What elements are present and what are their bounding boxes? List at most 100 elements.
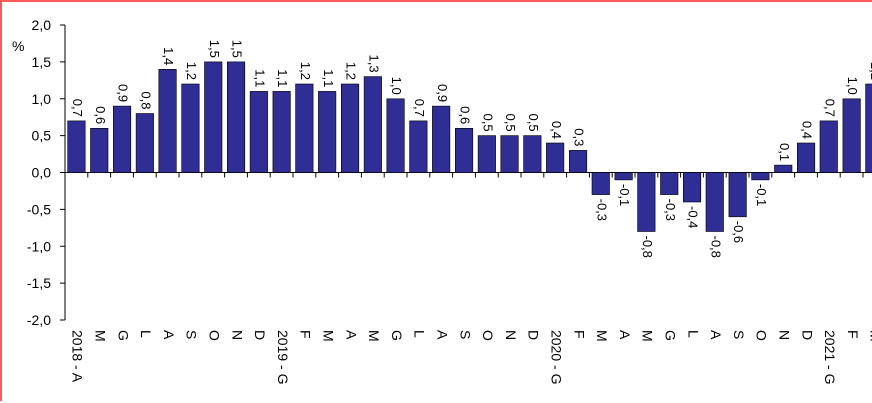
- data-label: 0,9: [116, 84, 131, 102]
- bar: [591, 172, 610, 195]
- x-tick-label: G: [115, 330, 131, 341]
- bar: [340, 83, 360, 173]
- y-tick-label: 0,5: [32, 128, 52, 144]
- data-label: 0,5: [480, 114, 495, 132]
- x-tick-label: M: [92, 330, 108, 342]
- bar: [546, 142, 565, 173]
- y-axis-unit-label: %: [12, 38, 24, 54]
- bar: [454, 128, 474, 173]
- x-tick-label: A: [343, 330, 359, 340]
- x-tick-label: 2018 - A: [70, 330, 86, 383]
- data-label: -0,3: [663, 199, 678, 221]
- data-label: 0,5: [526, 114, 541, 132]
- x-tick-label: A: [617, 330, 633, 340]
- bar: [728, 172, 747, 218]
- y-tick-label: -0,5: [27, 201, 51, 217]
- data-label: 0,4: [549, 121, 564, 139]
- data-label: -0,1: [754, 184, 769, 206]
- bar: [819, 120, 838, 173]
- x-tick-label: M: [594, 330, 610, 342]
- data-label: 1,1: [275, 69, 290, 87]
- bar: [865, 83, 872, 173]
- y-tick-label: 1,0: [32, 91, 52, 107]
- bar: [318, 91, 337, 173]
- data-label: 1,1: [252, 69, 267, 87]
- x-tick-label: N: [229, 330, 245, 340]
- data-label: 0,1: [777, 143, 792, 161]
- x-tick-label: O: [754, 330, 770, 341]
- data-label: 1,2: [344, 62, 359, 80]
- bar: [637, 172, 656, 232]
- x-tick-label: A: [708, 330, 724, 340]
- data-label: -0,3: [594, 199, 609, 221]
- y-tick-label: 2,0: [32, 17, 52, 33]
- bar: [363, 76, 382, 173]
- x-tick-label: 2021 - G: [822, 330, 838, 384]
- x-tick-label: F: [845, 330, 861, 339]
- x-tick-label: S: [457, 330, 473, 339]
- bar: [272, 91, 291, 173]
- bar: [204, 61, 223, 173]
- x-tick-label: F: [571, 330, 587, 339]
- data-label: 0,6: [93, 106, 108, 124]
- data-label: 0,5: [503, 114, 518, 132]
- x-tick-label: D: [799, 330, 815, 340]
- bar: [705, 172, 724, 232]
- data-label: 1,0: [389, 77, 404, 95]
- x-tick-label: M: [868, 330, 872, 342]
- bar: [432, 105, 451, 173]
- x-tick-label: A: [161, 330, 177, 340]
- bar: [568, 150, 588, 173]
- bar: [500, 135, 519, 173]
- x-tick-label: N: [776, 330, 792, 340]
- x-tick-label: M: [366, 330, 382, 342]
- data-label: -0,8: [708, 236, 723, 258]
- data-label: 1,5: [230, 40, 245, 58]
- bar: [660, 172, 679, 195]
- x-tick-label: M: [640, 330, 656, 342]
- data-label: 1,2: [868, 62, 872, 80]
- data-label: 1,3: [366, 55, 381, 73]
- x-tick-label: O: [206, 330, 222, 341]
- bar: [113, 105, 132, 173]
- bar: [842, 98, 861, 173]
- data-label: -0,6: [731, 221, 746, 243]
- bar: [523, 135, 542, 173]
- bar: [751, 172, 770, 181]
- y-tick-label: 0,0: [32, 165, 52, 181]
- x-tick-label: O: [480, 330, 496, 341]
- bar: [249, 91, 268, 173]
- bar: [477, 135, 496, 173]
- bar: [682, 172, 702, 203]
- data-label: 0,4: [800, 121, 815, 139]
- x-tick-label: S: [184, 330, 200, 339]
- data-label: 0,7: [70, 99, 85, 117]
- data-label: -0,4: [686, 206, 701, 228]
- y-tick-label: -1,5: [27, 275, 51, 291]
- bar: [67, 120, 86, 173]
- x-tick-label: G: [389, 330, 405, 341]
- data-label: -0,8: [640, 236, 655, 258]
- x-tick-label: L: [412, 330, 428, 338]
- data-label: 1,5: [207, 40, 222, 58]
- data-label: 1,0: [845, 77, 860, 95]
- x-tick-label: F: [298, 330, 314, 339]
- bar: [409, 120, 428, 173]
- x-tick-label: 2019 - G: [275, 330, 291, 384]
- x-tick-label: N: [503, 330, 519, 340]
- bar: [295, 83, 314, 173]
- x-tick-label: D: [526, 330, 542, 340]
- bar: [135, 113, 154, 173]
- data-label: 1,1: [321, 69, 336, 87]
- bar: [614, 172, 633, 181]
- x-tick-label: A: [434, 330, 450, 340]
- bar: [774, 164, 793, 173]
- y-tick-label: -2,0: [27, 312, 51, 328]
- data-label: 0,7: [412, 99, 427, 117]
- x-tick-label: G: [662, 330, 678, 341]
- data-label: 0,6: [458, 106, 473, 124]
- data-label: 1,2: [184, 62, 199, 80]
- x-tick-label: D: [252, 330, 268, 340]
